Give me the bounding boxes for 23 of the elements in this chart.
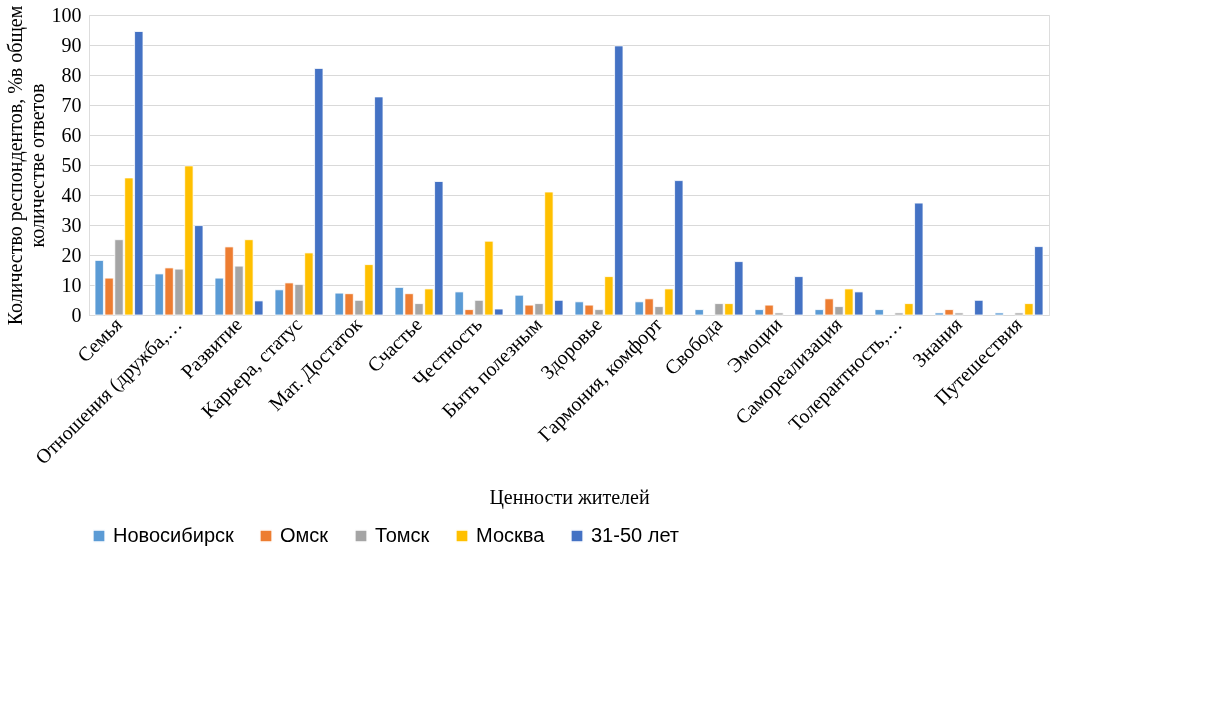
legend-label: Томск (375, 524, 430, 546)
legend-label: Новосибирск (113, 524, 235, 546)
bar (794, 276, 804, 316)
y-tick-label: 70 (61, 93, 82, 116)
legend-label: Москва (476, 524, 546, 546)
bar (994, 312, 1004, 316)
y-tick-label: 80 (61, 63, 82, 86)
y-tick-label: 40 (61, 183, 82, 206)
y-tick-label: 30 (61, 213, 82, 236)
y-tick-label: 90 (61, 33, 82, 56)
y-tick-label: 100 (51, 3, 82, 26)
y-tick-label: 60 (61, 123, 82, 146)
x-axis-title: Ценности жителей (489, 486, 650, 510)
y-tick-label: 10 (61, 273, 82, 296)
bar (874, 309, 884, 316)
legend-label: Омск (280, 524, 329, 546)
bar (694, 309, 704, 316)
y-axis-title: Количество респондентов, %в общем количестве ответов (3, 5, 48, 326)
y-tick-label: 50 (61, 153, 82, 176)
legend-label: 31-50 лет (591, 524, 679, 546)
bar (974, 299, 984, 316)
y-tick-label: 20 (61, 243, 82, 266)
y-tick-label: 0 (71, 303, 82, 326)
